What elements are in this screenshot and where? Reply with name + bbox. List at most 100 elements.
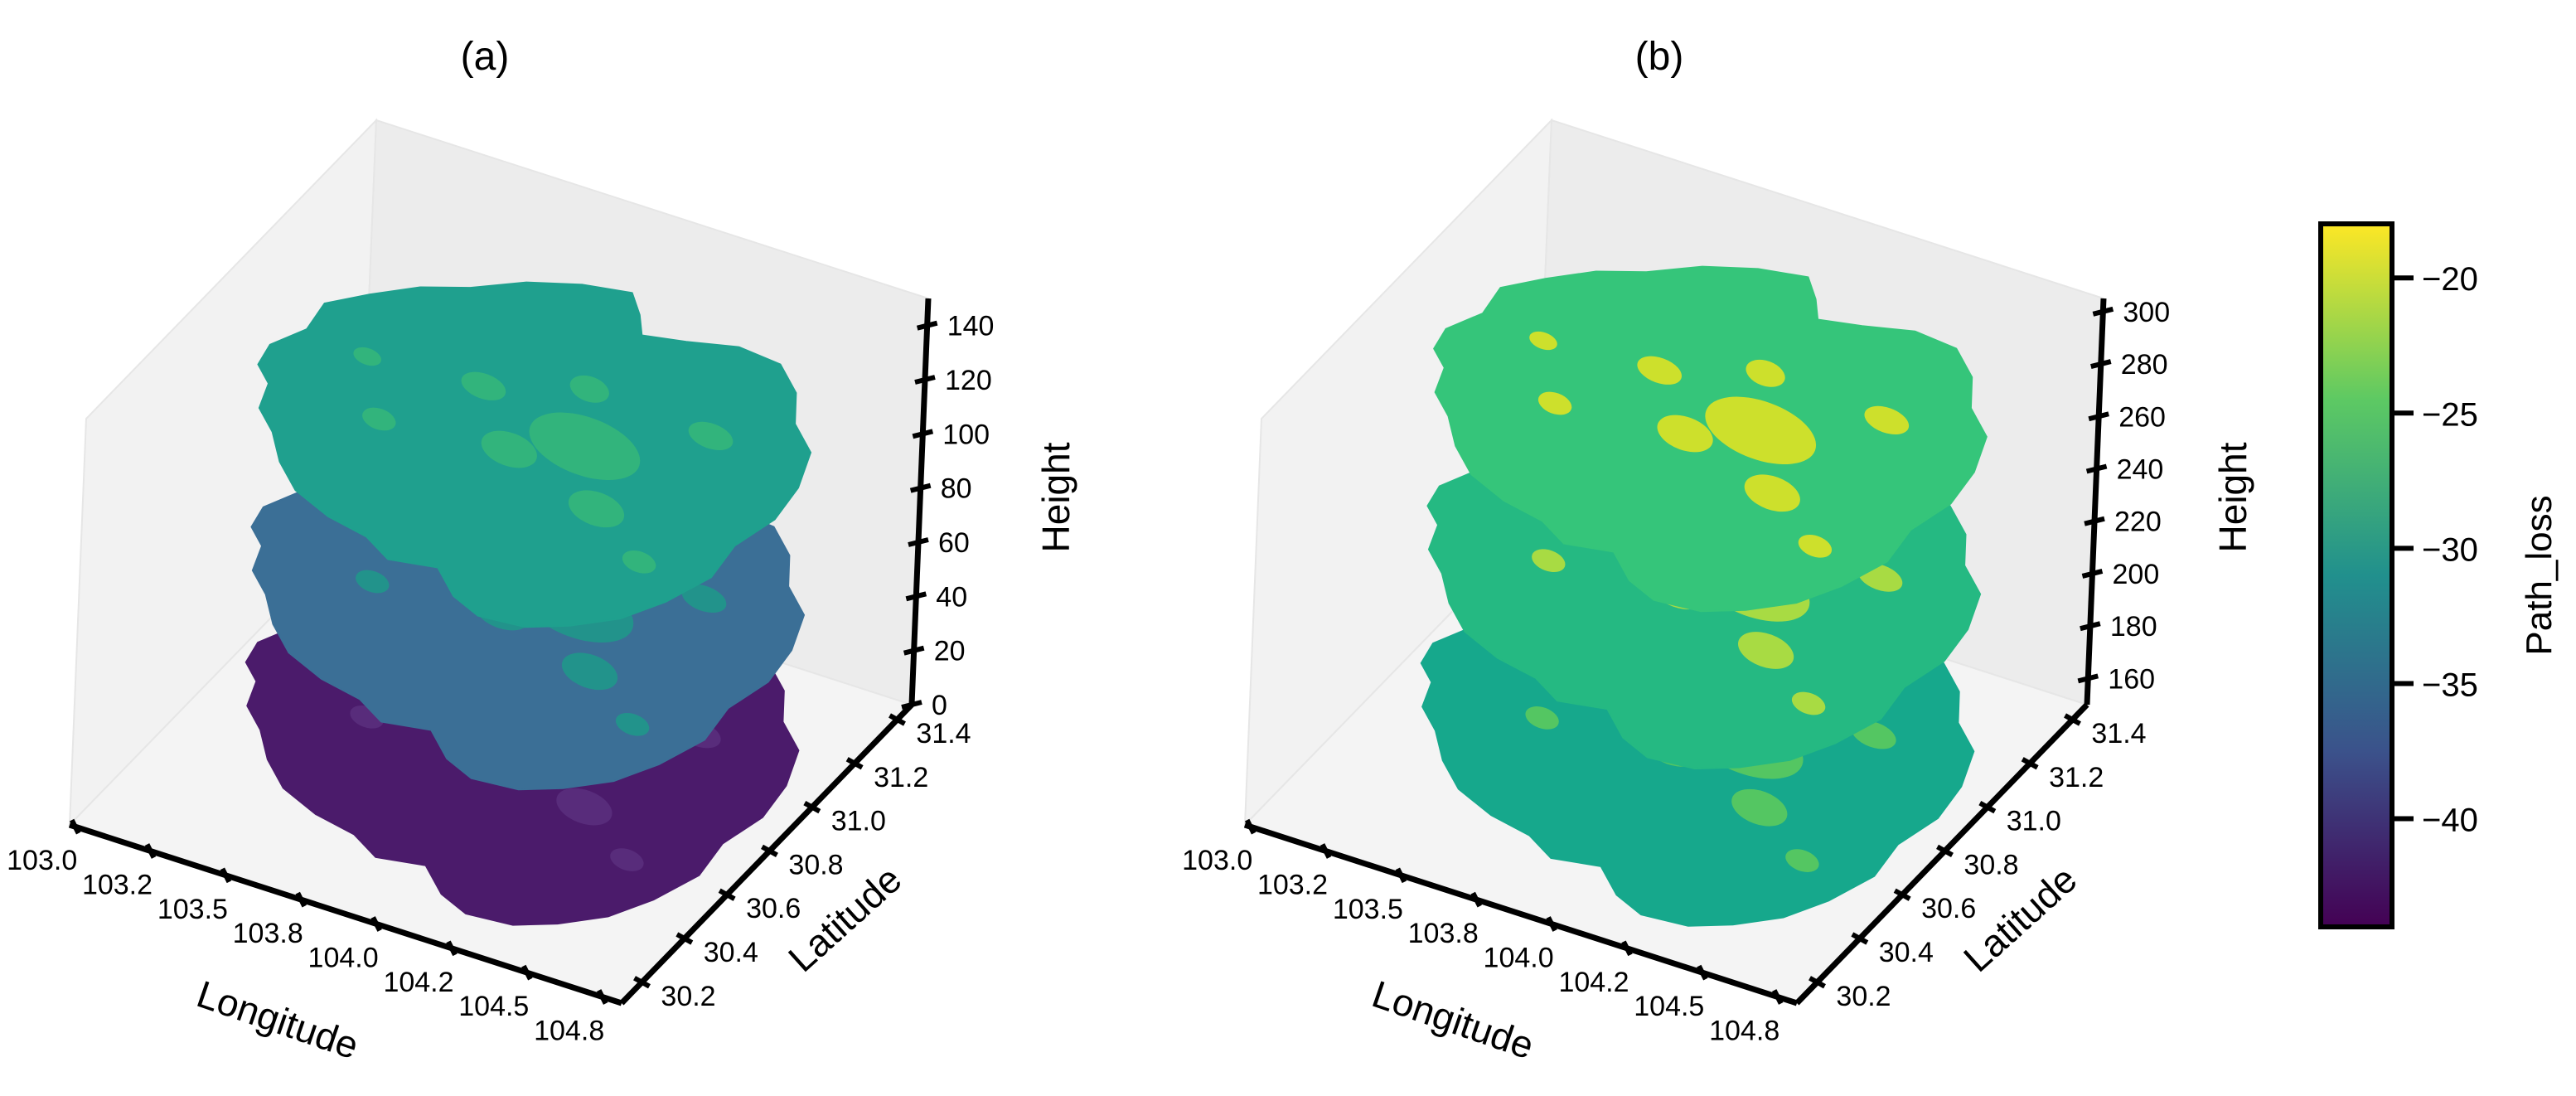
y-tick-mark [633, 976, 651, 989]
z-tick-mark [905, 591, 927, 602]
hot-spot [529, 412, 641, 481]
z-tick-mark [909, 483, 932, 493]
x-tick-mark [521, 964, 533, 981]
x-tick-label: 104.2 [1558, 967, 1629, 998]
y-tick-label: 30.6 [746, 893, 801, 924]
z-tick-mark [916, 320, 938, 331]
hot-spot [1738, 632, 1794, 669]
x-tick-label: 104.5 [1634, 991, 1704, 1022]
y-tick-label: 31.0 [2007, 806, 2061, 837]
x-tick-mark [1319, 843, 1332, 859]
z-tick-label: 200 [2113, 559, 2160, 590]
colorbar-tick-label: −30 [2422, 531, 2478, 568]
x-tick-mark [597, 989, 608, 1005]
hot-spot [1532, 549, 1566, 573]
z-tick-mark [2092, 306, 2114, 317]
z-tick-label: 120 [945, 365, 992, 396]
hot-spot [561, 652, 618, 691]
z-axis-label: Height [2211, 442, 2254, 552]
x-axis-label: Longitude [191, 972, 364, 1067]
z-axis-label: Height [1034, 442, 1077, 552]
hot-spot [1529, 331, 1557, 351]
hot-spot [353, 347, 381, 366]
y-tick-label: 31.2 [874, 762, 928, 793]
hot-spot [1731, 788, 1788, 827]
y-tick-label: 30.4 [1879, 937, 1934, 968]
x-tick-label: 104.0 [1484, 943, 1554, 974]
panel-b: (b) 103.0103.2103.5103.8104.0104.2104.51… [1182, 35, 2254, 1067]
y-axis-line [1794, 702, 2089, 1006]
z-tick-mark [912, 429, 934, 439]
x-tick-label: 104.0 [308, 943, 379, 974]
z-tick-label: 280 [2121, 349, 2168, 381]
y-tick-mark [1936, 844, 1954, 858]
z-tick-mark [901, 700, 922, 710]
hot-spot [362, 407, 396, 431]
z-axis-line [908, 298, 932, 706]
height-layer [257, 281, 812, 628]
y-tick-mark [889, 713, 906, 726]
z-tick-label: 40 [936, 581, 967, 613]
y-tick-mark [2021, 757, 2039, 770]
x-tick-label: 104.8 [1709, 1016, 1779, 1047]
hot-spot [556, 788, 613, 826]
y-tick-mark [1809, 976, 1826, 989]
z-tick-mark [2088, 411, 2109, 422]
z-tick-label: 60 [938, 527, 970, 559]
y-tick-label: 30.2 [1836, 981, 1891, 1012]
colorbar-tick-label: −40 [2422, 803, 2478, 839]
z-tick-mark [2080, 621, 2101, 632]
x-tick-label: 103.2 [82, 870, 153, 901]
z-tick-label: 300 [2123, 297, 2170, 328]
y-tick-label: 30.6 [1921, 893, 1976, 924]
height-layer [1433, 265, 1988, 613]
z-tick-label: 240 [2117, 454, 2164, 486]
data-layers [245, 281, 812, 926]
hot-spot [1864, 405, 1910, 435]
z-tick-label: 160 [2108, 663, 2155, 695]
hot-spot [461, 371, 506, 400]
x-tick-mark [1546, 916, 1557, 932]
y-tick-mark [803, 800, 821, 814]
x-tick-mark [446, 940, 458, 957]
y-tick-label: 30.8 [788, 849, 843, 880]
x-tick-mark [69, 818, 81, 835]
z-tick-label: 260 [2118, 401, 2166, 433]
colorbar-tick-label: −25 [2422, 396, 2478, 433]
panel-title: (a) [461, 35, 510, 79]
x-tick-label: 104.5 [458, 991, 529, 1022]
y-tick-label: 30.2 [661, 981, 715, 1012]
z-tick-mark [2090, 359, 2112, 369]
hot-spot [1657, 415, 1713, 453]
x-tick-mark [1621, 940, 1633, 957]
hot-spot [1637, 356, 1683, 385]
x-tick-mark [1470, 891, 1482, 908]
x-tick-label: 104.2 [383, 967, 453, 998]
hot-spot [1798, 534, 1833, 558]
hot-spot [1525, 706, 1559, 730]
hot-spot [1744, 474, 1800, 512]
x-tick-label: 103.8 [1408, 918, 1479, 949]
panel-a: (a) 103.0103.2103.5103.8104.0104.2104.51… [7, 35, 1077, 1067]
y-tick-label: 31.4 [916, 718, 971, 749]
x-axis-label: Longitude [1367, 972, 1539, 1067]
z-tick-label: 20 [934, 636, 966, 667]
y-tick-label: 31.4 [2091, 718, 2146, 749]
z-tick-mark [908, 537, 929, 547]
hot-spot [681, 584, 727, 613]
colorbar-ticks: −20 −25 −30 −35 −40 [2392, 261, 2478, 839]
x-tick-label: 103.8 [233, 918, 303, 949]
hot-spot [1705, 396, 1817, 465]
hot-spot [568, 490, 625, 528]
colorbar-gradient [2318, 221, 2394, 929]
z-tick-mark [2081, 569, 2104, 579]
y-tick-mark [718, 888, 736, 901]
colorbar-tick-label: −20 [2422, 261, 2478, 298]
axes: 103.0103.2103.5103.8104.0104.2104.5104.8… [7, 298, 994, 1047]
hot-spot [688, 421, 734, 451]
y-tick-mark [845, 757, 864, 770]
hot-spot [622, 550, 656, 574]
y-tick-mark [2064, 713, 2081, 726]
colorbar: −20 −25 −30 −35 −40 Path_loss [2318, 221, 2559, 929]
